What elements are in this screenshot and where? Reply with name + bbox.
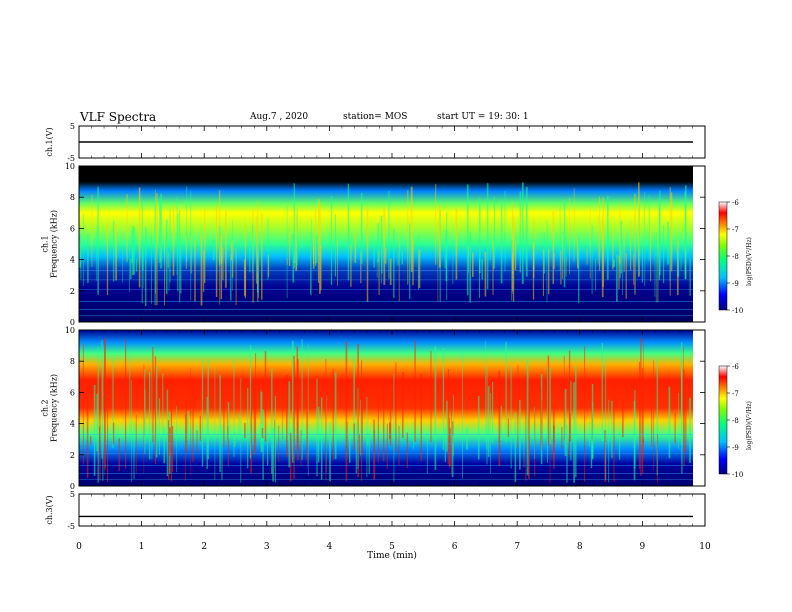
x-tick-label: 0 xyxy=(76,542,82,552)
colorbar-tick-label: -10 xyxy=(732,307,743,315)
y-tick-label: 4 xyxy=(70,420,75,429)
x-axis-label: Time (min) xyxy=(367,550,417,561)
y-tick-label: 4 xyxy=(70,256,75,265)
x-tick-label: 10 xyxy=(699,542,711,552)
y-tick-label: 0 xyxy=(70,482,75,491)
colorbar-tick-label: -8 xyxy=(732,417,739,425)
y-tick-label: 10 xyxy=(65,162,75,171)
y-tick-label: 2 xyxy=(70,451,75,460)
x-tick-label: 2 xyxy=(201,542,207,552)
y-tick-label: 8 xyxy=(70,193,75,202)
colorbar-label: log(PSD)(V²/Hz) xyxy=(746,401,753,450)
station-label: station= MOS xyxy=(343,112,408,122)
y-tick-label: 0 xyxy=(70,318,75,327)
colorbar xyxy=(718,365,728,475)
x-tick-label: 3 xyxy=(264,542,270,552)
y-axis-label: ch.2 xyxy=(41,399,50,416)
y-tick-label: -5 xyxy=(67,522,75,531)
x-tick-label: 4 xyxy=(327,542,333,552)
x-tick-label: 9 xyxy=(640,542,646,552)
x-tick-label: 7 xyxy=(514,542,520,552)
colorbar-tick-label: -8 xyxy=(732,253,739,261)
x-tick-label: 1 xyxy=(139,542,145,552)
spectrogram-2 xyxy=(79,330,693,486)
spectrogram-1 xyxy=(79,166,693,322)
colorbar-tick-label: -9 xyxy=(732,444,739,452)
x-tick-label: 5 xyxy=(389,542,395,552)
colorbar-tick-label: -7 xyxy=(732,390,739,398)
y-tick-label: 5 xyxy=(70,122,75,131)
y-tick-label: 10 xyxy=(65,326,75,335)
x-tick-label: 8 xyxy=(577,542,583,552)
colorbar-label: log(PSD)(V²/Hz) xyxy=(746,237,753,286)
y-tick-label: 6 xyxy=(70,224,75,233)
chart-title: VLF Spectra xyxy=(80,110,157,124)
colorbar xyxy=(718,201,728,311)
y-tick-label: 8 xyxy=(70,357,75,366)
y-tick-label: 6 xyxy=(70,388,75,397)
y-axis-label: ch.1 xyxy=(41,235,50,252)
y-axis-label: ch.1(V) xyxy=(45,127,54,156)
y-axis-label: Frequency (kHz) xyxy=(50,210,59,278)
colorbar-tick-label: -6 xyxy=(732,199,739,207)
date-label: Aug.7 , 2020 xyxy=(250,112,309,122)
colorbar-tick-label: -6 xyxy=(732,363,739,371)
start-ut-label: start UT = 19: 30: 1 xyxy=(437,112,529,122)
y-tick-label: 2 xyxy=(70,287,75,296)
y-tick-label: 5 xyxy=(70,490,75,499)
colorbar-tick-label: -9 xyxy=(732,280,739,288)
colorbar-tick-label: -10 xyxy=(732,471,743,479)
y-tick-label: -5 xyxy=(67,154,75,163)
colorbar-tick-label: -7 xyxy=(732,226,739,234)
y-axis-label: Frequency (kHz) xyxy=(50,374,59,442)
x-tick-label: 6 xyxy=(452,542,458,552)
y-axis-label: ch.3(V) xyxy=(45,495,54,524)
